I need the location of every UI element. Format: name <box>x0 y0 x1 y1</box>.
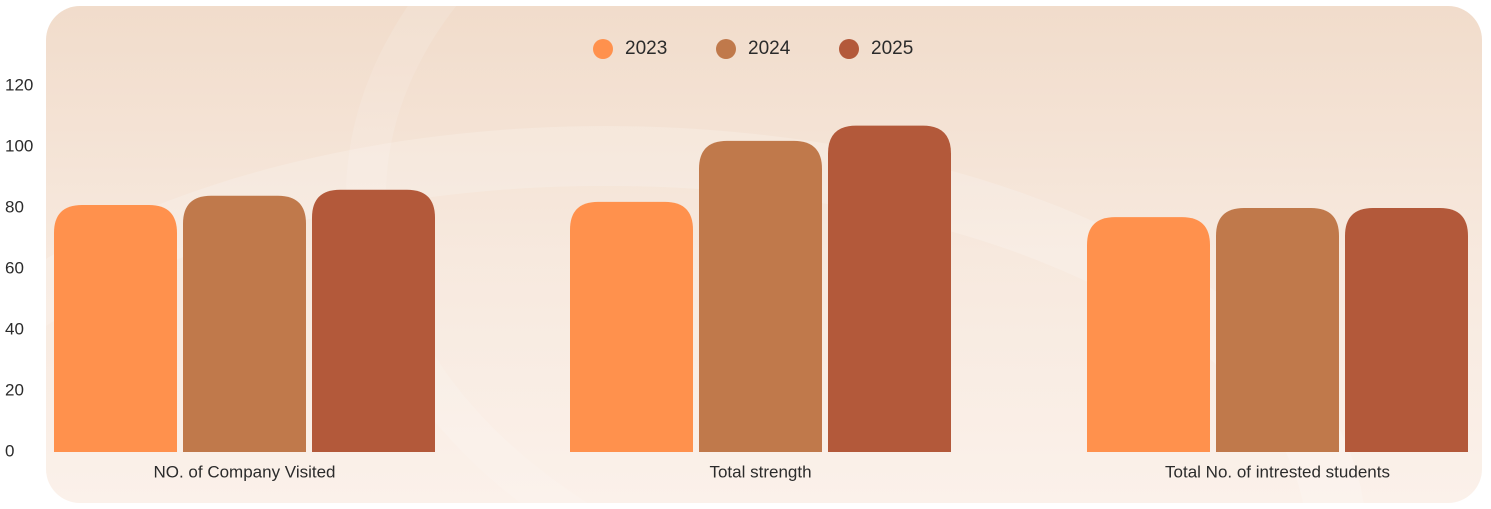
y-tick-label: 40 <box>5 319 24 338</box>
y-tick-label: 80 <box>5 197 24 216</box>
y-axis: 0 20 40 60 80 100 120 <box>5 75 33 460</box>
bar-2024-0 <box>183 195 306 453</box>
y-tick-label: 100 <box>5 136 33 155</box>
bar-2024-1 <box>699 140 822 452</box>
bar-2025-2 <box>1345 208 1468 452</box>
y-tick-label: 120 <box>5 75 33 94</box>
legend: 2023 2024 2025 <box>593 38 913 59</box>
y-tick-label: 0 <box>5 441 14 460</box>
bar-2023-2 <box>1087 217 1210 452</box>
x-category-label: Total No. of intrested students <box>1165 462 1390 481</box>
bar-2023-1 <box>570 201 693 452</box>
legend-swatch <box>593 39 613 59</box>
y-tick-label: 20 <box>5 380 24 399</box>
y-tick-label: 60 <box>5 258 24 277</box>
legend-item-2024: 2024 <box>716 38 791 59</box>
legend-label: 2023 <box>625 38 667 59</box>
bar-2024-2 <box>1216 208 1339 452</box>
bar-2025-1 <box>828 125 951 453</box>
bars <box>54 125 1468 453</box>
x-axis: NO. of Company Visited Total strength Tota… <box>153 462 1389 481</box>
x-category-label: NO. of Company Visited <box>153 462 335 481</box>
legend-swatch <box>839 39 859 59</box>
legend-label: 2025 <box>871 38 913 59</box>
legend-swatch <box>716 39 736 59</box>
bar-2025-0 <box>312 189 435 452</box>
legend-item-2023: 2023 <box>593 38 667 59</box>
legend-label: 2024 <box>748 38 791 59</box>
x-category-label: Total strength <box>709 462 811 481</box>
bar-2023-0 <box>54 204 177 452</box>
legend-item-2025: 2025 <box>839 38 913 59</box>
